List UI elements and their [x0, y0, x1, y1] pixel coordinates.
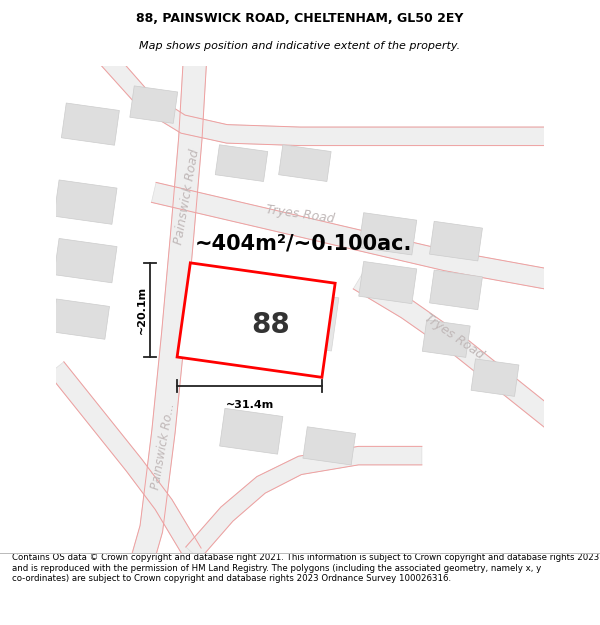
- Polygon shape: [220, 408, 283, 454]
- Polygon shape: [359, 261, 417, 304]
- Polygon shape: [98, 50, 554, 146]
- Polygon shape: [359, 213, 417, 255]
- Text: ~20.1m: ~20.1m: [137, 286, 146, 334]
- Polygon shape: [54, 180, 117, 224]
- Text: 88, PAINSWICK ROAD, CHELTENHAM, GL50 2EY: 88, PAINSWICK ROAD, CHELTENHAM, GL50 2EY: [136, 12, 464, 25]
- Polygon shape: [52, 299, 109, 339]
- Polygon shape: [430, 221, 482, 261]
- Polygon shape: [278, 145, 331, 181]
- Polygon shape: [422, 320, 470, 357]
- Text: Tryes Road: Tryes Road: [265, 203, 335, 226]
- Text: Map shows position and indicative extent of the property.: Map shows position and indicative extent…: [139, 41, 461, 51]
- Text: Tryes Road: Tryes Road: [422, 311, 485, 361]
- Polygon shape: [353, 271, 560, 429]
- Polygon shape: [151, 182, 556, 290]
- Polygon shape: [54, 239, 117, 282]
- Text: 88: 88: [251, 311, 290, 339]
- Text: Painswick Ro...: Painswick Ro...: [149, 401, 178, 490]
- Text: ~404m²/~0.100ac.: ~404m²/~0.100ac.: [195, 234, 413, 254]
- Polygon shape: [430, 270, 482, 309]
- Polygon shape: [49, 362, 201, 558]
- Text: ~31.4m: ~31.4m: [226, 400, 274, 410]
- Polygon shape: [290, 292, 339, 351]
- Polygon shape: [303, 427, 356, 465]
- Polygon shape: [61, 103, 119, 145]
- Polygon shape: [130, 86, 178, 123]
- Polygon shape: [177, 263, 335, 378]
- Polygon shape: [186, 446, 422, 559]
- Polygon shape: [130, 55, 207, 566]
- Text: Painswick Road: Painswick Road: [172, 149, 202, 246]
- Polygon shape: [215, 145, 268, 181]
- Text: Contains OS data © Crown copyright and database right 2021. This information is : Contains OS data © Crown copyright and d…: [12, 553, 599, 583]
- Polygon shape: [471, 359, 519, 396]
